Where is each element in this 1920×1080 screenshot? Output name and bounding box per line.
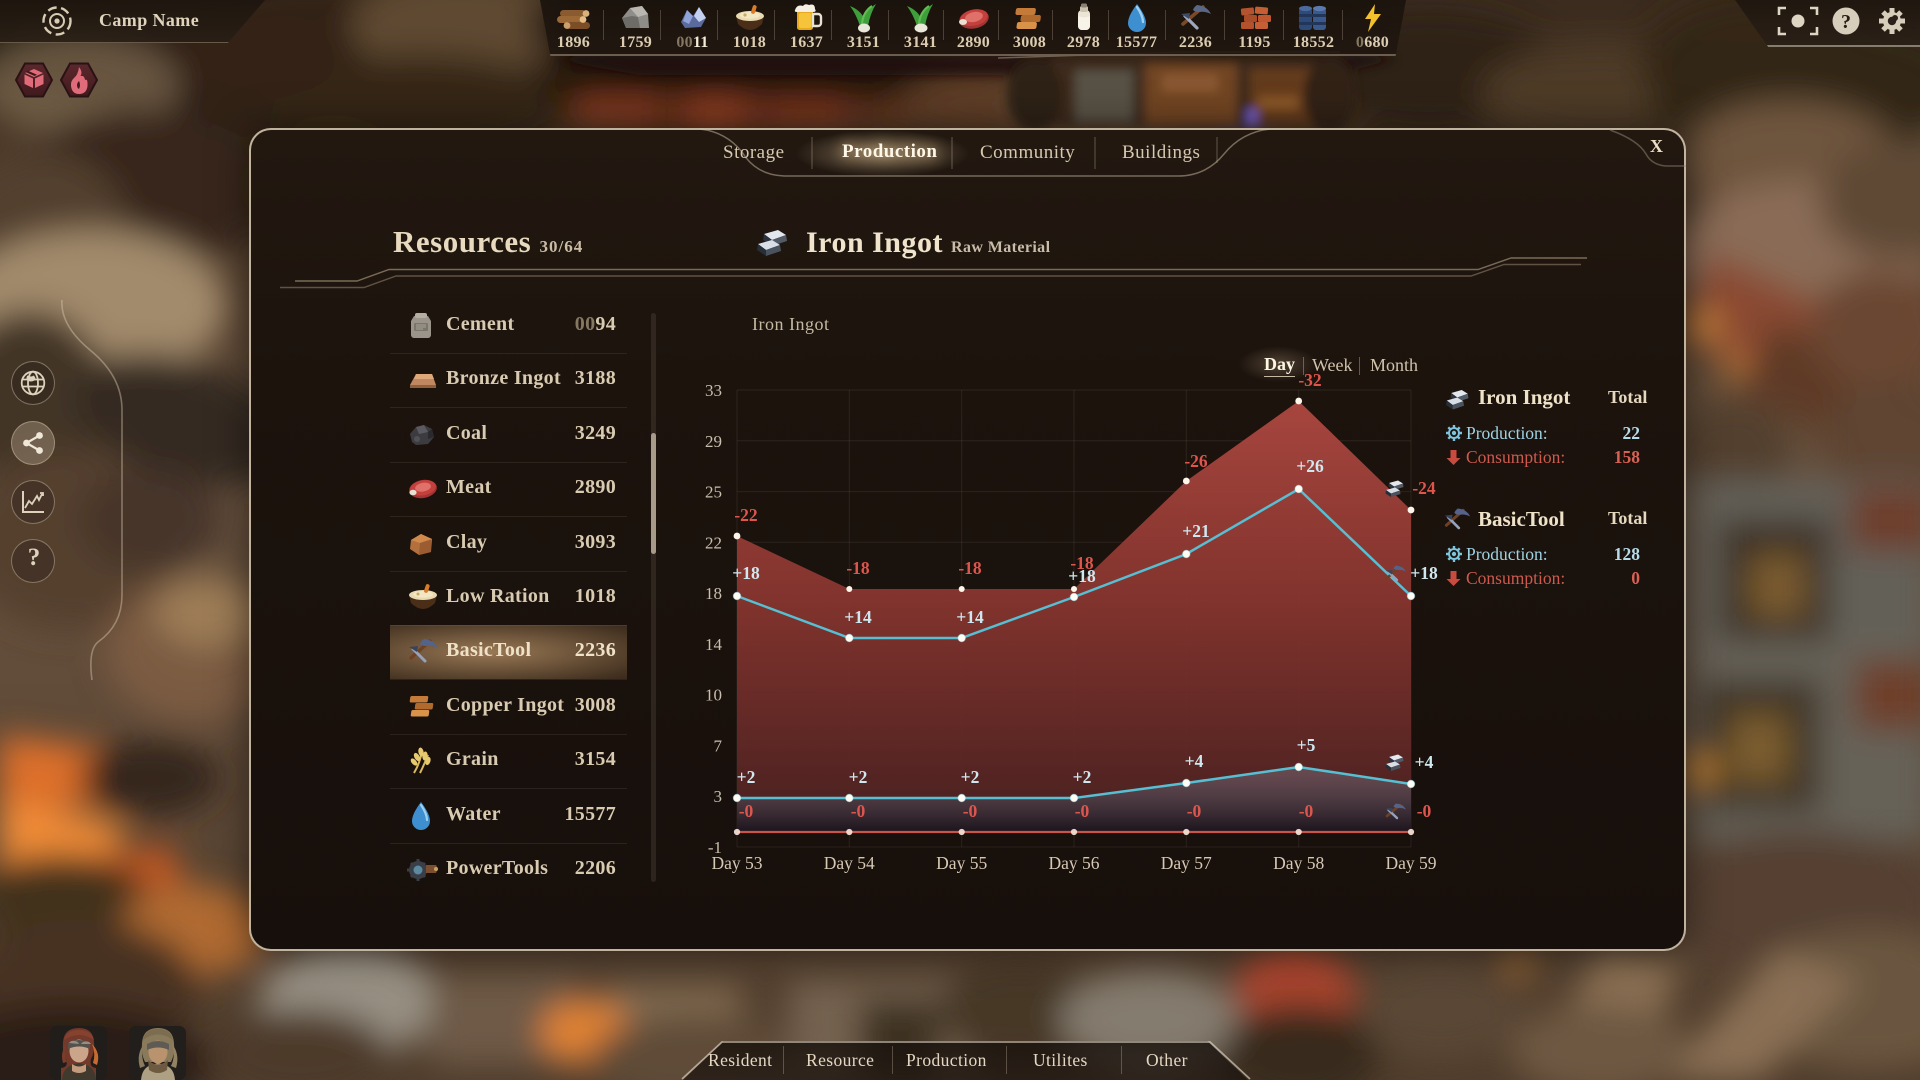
- svg-text:-0: -0: [1417, 801, 1432, 821]
- svg-text:Day 59: Day 59: [1385, 853, 1436, 873]
- svg-text:-26: -26: [1184, 451, 1208, 471]
- svg-text:+4: +4: [1415, 752, 1434, 772]
- svg-text:Day 57: Day 57: [1161, 853, 1212, 873]
- svg-text:33: 33: [705, 381, 722, 400]
- svg-text:+21: +21: [1182, 521, 1209, 541]
- svg-text:+2: +2: [1073, 767, 1092, 787]
- svg-text:Day 55: Day 55: [936, 853, 987, 873]
- svg-text:+2: +2: [849, 767, 868, 787]
- svg-text:+18: +18: [732, 563, 760, 583]
- svg-text:-0: -0: [1299, 801, 1314, 821]
- svg-text:-0: -0: [1075, 801, 1090, 821]
- svg-text:25: 25: [705, 483, 722, 502]
- svg-text:+26: +26: [1296, 456, 1324, 476]
- svg-text:-0: -0: [851, 801, 866, 821]
- svg-text:Day 53: Day 53: [711, 853, 762, 873]
- svg-text:-32: -32: [1298, 370, 1321, 390]
- svg-text:-18: -18: [1070, 553, 1094, 573]
- svg-text:-0: -0: [1187, 801, 1202, 821]
- svg-text:3: 3: [714, 787, 723, 806]
- svg-text:7: 7: [714, 736, 723, 755]
- svg-text:?: ?: [1841, 11, 1851, 33]
- svg-text:-0: -0: [963, 801, 978, 821]
- svg-text:+4: +4: [1185, 751, 1204, 771]
- svg-text:18: 18: [705, 584, 722, 603]
- svg-text:+2: +2: [737, 767, 756, 787]
- svg-text:-24: -24: [1412, 478, 1436, 498]
- svg-text:22: 22: [705, 533, 722, 552]
- svg-text:+2: +2: [961, 767, 980, 787]
- svg-text:+14: +14: [956, 607, 984, 627]
- svg-text:Day 56: Day 56: [1048, 853, 1099, 873]
- svg-text:Day 54: Day 54: [824, 853, 875, 873]
- svg-text:14: 14: [705, 635, 723, 654]
- svg-text:-18: -18: [958, 558, 982, 578]
- svg-text:-18: -18: [846, 558, 870, 578]
- svg-text:Day 58: Day 58: [1273, 853, 1324, 873]
- svg-text:-1: -1: [708, 838, 722, 857]
- svg-text:10: 10: [705, 686, 722, 705]
- svg-text:Iron Ingot: Iron Ingot: [752, 314, 829, 334]
- svg-text:-22: -22: [734, 505, 757, 525]
- svg-text:-0: -0: [739, 801, 754, 821]
- svg-text:+5: +5: [1297, 735, 1316, 755]
- svg-text:+18: +18: [1068, 566, 1096, 586]
- svg-text:+14: +14: [844, 607, 872, 627]
- svg-text:29: 29: [705, 432, 722, 451]
- svg-text:+18: +18: [1410, 563, 1438, 583]
